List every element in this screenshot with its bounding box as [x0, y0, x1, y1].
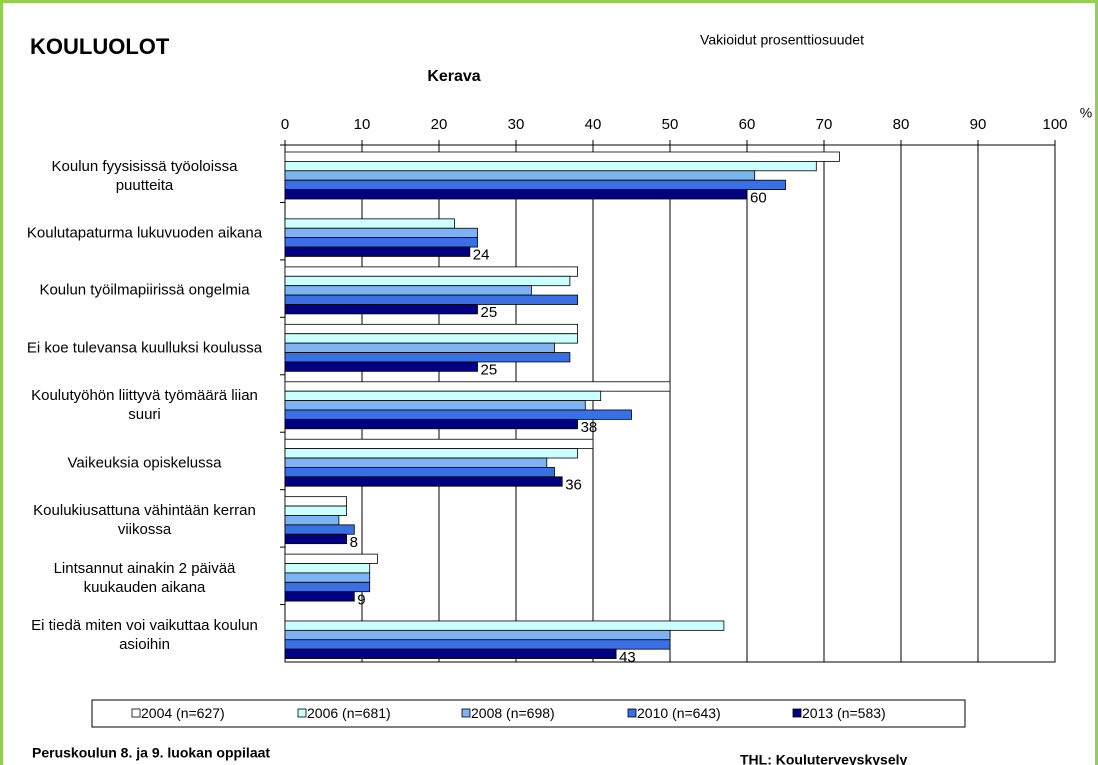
bar: [284, 352, 571, 363]
category-label: Koulutapaturma lukuvuoden aikana: [26, 224, 263, 242]
bar: [284, 448, 579, 459]
legend-label: 2013 (n=583): [802, 705, 886, 721]
category-label: Koulun työilmapiirissä ongelmia: [39, 281, 250, 299]
legend-swatch: [627, 708, 637, 718]
category-label: Ei koe tulevansa kuulluksi koulussa: [26, 339, 263, 357]
legend-swatch: [131, 708, 141, 718]
chart-title: KOULUOLOT: [30, 34, 170, 59]
data-label: 24: [473, 247, 490, 264]
category-label: Koulutyöhön liittyvä työmäärä liian suur…: [31, 387, 258, 424]
bar: [284, 563, 371, 574]
bar: [284, 476, 563, 487]
bar: [284, 275, 571, 287]
bar: [284, 533, 347, 545]
bar: [284, 515, 340, 526]
bar: [284, 467, 555, 478]
category-label: Koulun fyysisissä työoloissa puutteita: [51, 157, 238, 194]
bar: [284, 553, 378, 564]
x-tick-label: 30: [508, 116, 525, 133]
legend-swatch: [792, 708, 802, 718]
legend-box: [91, 699, 966, 728]
x-tick-label: 20: [431, 116, 448, 133]
bar: [284, 639, 671, 650]
bar: [284, 438, 594, 450]
bar: [284, 361, 478, 372]
bar: [284, 457, 548, 468]
bar: [284, 496, 347, 507]
bar: [284, 409, 632, 420]
x-tick-label: 0: [281, 116, 289, 133]
plot-title: Kerava: [427, 68, 480, 85]
data-label: 25: [481, 304, 498, 321]
legend-swatch: [461, 708, 471, 718]
x-tick-label: 10: [354, 116, 371, 133]
x-tick-label: 40: [585, 116, 602, 133]
footer-right: THL: Kouluterveyskysely: [740, 752, 907, 765]
category-label: Lintsannut ainakin 2 päivää kuukauden ai…: [53, 559, 236, 596]
x-tick-label: 100: [1042, 116, 1067, 133]
data-label: 9: [357, 591, 365, 608]
legend-swatch: [297, 708, 307, 718]
bar: [284, 333, 579, 344]
bar: [284, 381, 671, 392]
legend-label: 2008 (n=698): [471, 705, 555, 721]
bar: [284, 151, 840, 162]
legend-label: 2004 (n=627): [141, 705, 225, 721]
bar: [284, 505, 347, 516]
legend-label: 2006 (n=681): [307, 705, 391, 721]
bar: [284, 591, 355, 602]
x-tick-label: 60: [739, 116, 756, 133]
x-tick-label: 70: [816, 116, 833, 133]
bar: [284, 285, 532, 296]
data-label: 43: [619, 649, 636, 666]
category-label: Koulukiusattuna vähintään kerran viikoss…: [33, 502, 256, 539]
bar: [284, 620, 725, 631]
data-label: 36: [565, 476, 582, 493]
bar: [284, 581, 371, 593]
bar: [284, 160, 817, 172]
x-tick-label: 90: [970, 116, 987, 133]
bar: [284, 266, 579, 277]
bar: [284, 237, 478, 248]
bar: [284, 189, 748, 200]
subtitle: Vakioidut prosenttiosuudet: [700, 32, 864, 48]
bar: [284, 170, 756, 181]
data-label: 60: [750, 189, 767, 206]
bar: [284, 648, 617, 659]
bar: [284, 227, 478, 239]
category-label: Ei tiedä miten voi vaikuttaa koulun asio…: [31, 617, 258, 654]
bar: [284, 304, 478, 315]
axis-unit: %: [1080, 105, 1092, 121]
data-label: 38: [581, 419, 598, 436]
bar: [284, 342, 555, 353]
bar: [284, 572, 371, 583]
bar: [284, 390, 602, 401]
bar: [284, 179, 786, 190]
bar: [284, 246, 471, 257]
bar: [284, 294, 579, 305]
legend-label: 2010 (n=643): [637, 705, 721, 721]
x-tick-label: 80: [893, 116, 910, 133]
category-label: Vaikeuksia opiskelussa: [67, 454, 222, 472]
bar: [284, 323, 579, 335]
data-label: 8: [350, 534, 358, 551]
bar: [284, 629, 671, 641]
footer-left: Peruskoulun 8. ja 9. luokan oppilaat: [32, 745, 270, 761]
bar: [284, 400, 586, 411]
bar: [284, 418, 579, 430]
x-tick-label: 50: [662, 116, 679, 133]
bar: [284, 218, 455, 229]
bar: [284, 524, 355, 535]
data-label: 25: [481, 362, 498, 379]
